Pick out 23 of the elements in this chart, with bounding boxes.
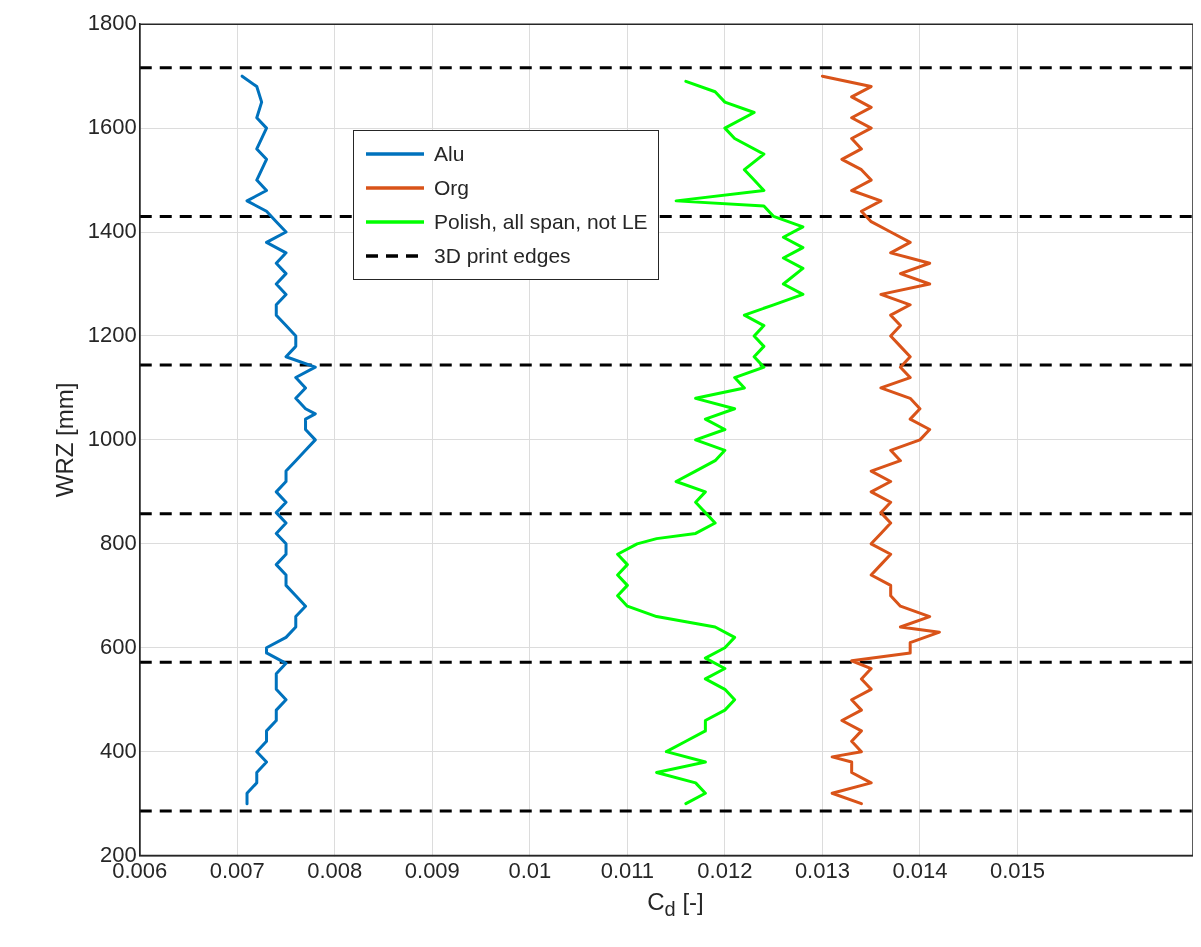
- x-axis-title: C$_{d}$ [-]: [646, 888, 705, 921]
- legend-label: Org: [434, 176, 470, 200]
- y-tick-label: 1400: [87, 218, 137, 244]
- x-tick-label: 0.011: [600, 857, 655, 883]
- x-tick-label: 0.014: [892, 857, 948, 883]
- y-axis-title: WRZ [mm]: [51, 382, 79, 498]
- y-tick-label: 800: [100, 529, 137, 555]
- x-tick-label: 0.012: [697, 857, 753, 883]
- y-tick-label: 1200: [87, 322, 137, 348]
- x-tick-label: 0.007: [209, 857, 265, 883]
- x-tick-label: 0.015: [989, 857, 1045, 883]
- y-tick-label: 400: [100, 737, 137, 763]
- y-tick-label: 1800: [87, 10, 137, 36]
- x-tick-label: 0.01: [508, 857, 552, 883]
- legend-label: 3D print edges: [434, 244, 571, 268]
- legend-label: Alu: [434, 142, 465, 166]
- y-tick-label: 600: [100, 633, 137, 659]
- y-tick-label: 1600: [87, 114, 137, 140]
- legend-label: Polish, all span, not LE: [434, 210, 648, 234]
- y-tick-label: 1000: [87, 425, 137, 451]
- x-tick-label: 0.009: [404, 857, 460, 883]
- x-tick-label: 0.013: [794, 857, 850, 883]
- x-tick-label: 0.008: [307, 857, 363, 883]
